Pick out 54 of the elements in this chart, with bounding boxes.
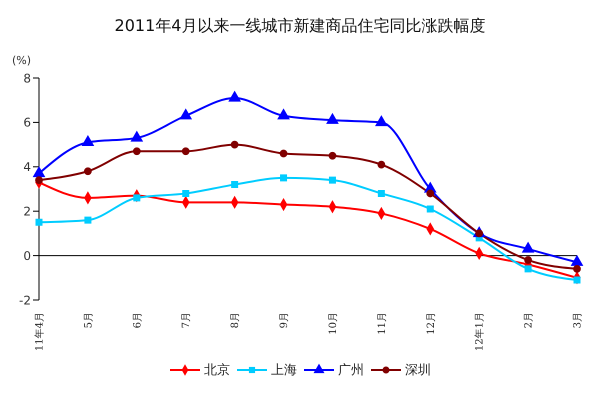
y-tick-label: 8: [23, 71, 31, 86]
x-tick-label: 3月: [572, 312, 584, 328]
point: [180, 108, 192, 120]
point: [36, 218, 42, 226]
legend-label: 广州: [338, 362, 364, 379]
point: [426, 190, 434, 198]
x-tick-label: 2月: [524, 312, 535, 328]
point: [378, 190, 385, 197]
point: [524, 265, 532, 272]
point: [35, 176, 43, 184]
point: [84, 167, 92, 176]
legend-label: 深圳: [405, 362, 431, 379]
y-axis-title: (%): [12, 54, 32, 67]
x-tick-label: 12月: [426, 312, 437, 335]
y-tick-label: 6: [23, 116, 31, 130]
point: [82, 136, 94, 146]
x-tick-label: 11月: [376, 312, 388, 335]
point: [426, 205, 434, 212]
point: [328, 176, 336, 184]
x-tick-label: 12年1月: [474, 312, 486, 352]
legend-label: 北京: [204, 362, 230, 379]
x-tick-label: 10月: [328, 312, 339, 335]
point: [522, 242, 534, 253]
y-tick-label: 0: [23, 248, 31, 263]
point: [278, 108, 290, 120]
x-tick-label: 7月: [181, 312, 192, 328]
x-tick-label: 11年4月: [34, 312, 46, 352]
point: [326, 113, 338, 124]
point: [231, 181, 238, 188]
point: [524, 256, 532, 264]
point: [280, 150, 288, 158]
point: [84, 216, 92, 224]
point: [280, 174, 288, 182]
point: [182, 190, 190, 197]
point: [377, 160, 386, 168]
point: [182, 147, 190, 156]
point: [33, 166, 45, 178]
chart-title: 2011年4月以来一线城市新建商品住宅同比涨跌幅度: [114, 16, 486, 37]
y-tick-label: 2: [23, 204, 31, 218]
point: [132, 147, 141, 156]
point: [375, 116, 388, 126]
point: [130, 131, 143, 142]
point: [230, 140, 239, 148]
point: [133, 194, 140, 202]
x-tick-label: 9月: [279, 312, 290, 328]
x-tick-label: 6月: [132, 312, 144, 328]
x-tick-label: 5月: [83, 312, 94, 328]
y-tick-label: -2: [19, 293, 31, 308]
y-tick-label: 4: [23, 160, 31, 174]
point: [328, 152, 336, 160]
legend-label: 上海: [271, 362, 297, 379]
x-tick-label: 8月: [230, 312, 242, 328]
point: [228, 91, 241, 102]
point: [573, 265, 581, 273]
